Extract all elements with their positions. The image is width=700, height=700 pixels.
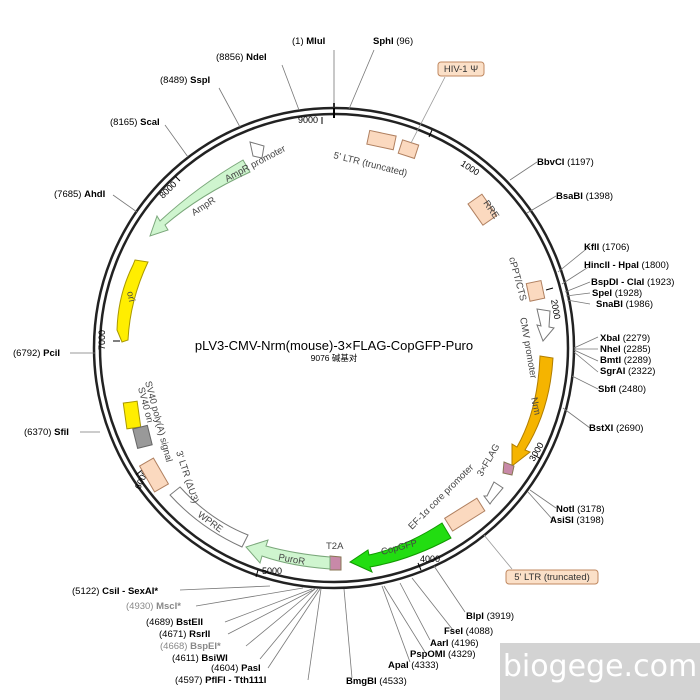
site-aari: AarI (4196) [430, 638, 479, 649]
site-msci: (4930) MscI* [126, 601, 181, 612]
ltr5-callout-box [505, 569, 599, 585]
site-hincii: HincII - HpaI (1800) [584, 260, 669, 271]
site-asisi: AsiSI (3198) [550, 515, 604, 526]
wpre-feature [169, 486, 249, 548]
site-spei: SpeI (1928) [592, 288, 642, 299]
cppt-feature [525, 279, 546, 302]
t2a-label: T2A [326, 541, 344, 552]
site-xbai: XbaI (2279) [600, 333, 650, 344]
ori-label: ori [124, 290, 137, 303]
site-snabi: SnaBI (1986) [596, 299, 653, 310]
ltr5-callout-leader [483, 534, 513, 570]
site-ndei: (8856) NdeI [216, 52, 267, 63]
tick-4000: 4000 [420, 554, 440, 564]
site-bsteii: (4689) BstEII [146, 617, 203, 628]
site-rsrii: (4671) RsrII [159, 629, 210, 640]
cmv-label: CMV promoter [517, 317, 539, 380]
site-ahdi: (7685) AhdI [54, 189, 105, 200]
site-sfii: (6370) SfiI [24, 427, 69, 438]
site-bmti: BmtI (2289) [600, 355, 651, 366]
site-pasi: (4604) PasI [211, 663, 261, 674]
puror-label: PuroR [277, 552, 306, 568]
watermark: biogege.com [500, 643, 700, 700]
site-fsei: FseI (4088) [444, 626, 493, 637]
nrm-arrow [511, 355, 554, 468]
site-scai: (8165) ScaI [110, 117, 160, 128]
ampr-promoter-arrow [249, 141, 265, 159]
hiv-callout-box [437, 61, 485, 77]
site-bspdi: BspDI - ClaI (1923) [591, 277, 674, 288]
hiv-label: HIV-1 Ψ [444, 64, 478, 75]
site-bsiwi: (4611) BsiWI [172, 653, 228, 664]
site-blpi: BlpI (3919) [466, 611, 514, 622]
nrm-label: Nrm [528, 396, 543, 416]
tick-7000: 7000 [97, 330, 107, 350]
site-bspei: (4668) BspEI* [160, 641, 221, 652]
site-pspomi: PspOMI (4329) [410, 649, 475, 660]
site-mlui: (1) MluI [292, 36, 325, 47]
rre-feature [467, 193, 498, 226]
site-noti: NotI (3178) [556, 504, 605, 515]
site-pflfi: (4597) PflFI - Tth111I [175, 675, 266, 686]
site-bmgbi: BmgBI (4533) [346, 676, 407, 687]
site-leaders [70, 49, 599, 681]
ampr-arrow [149, 159, 251, 237]
tick-5000: 5000 [262, 566, 282, 576]
tick-1000: 1000 [459, 158, 481, 177]
site-pcii: (6792) PciI [13, 348, 60, 359]
flag-label: 3×FLAG [475, 442, 502, 478]
ltr5-3prime-feature [443, 497, 486, 532]
site-sspi: (8489) SspI [160, 75, 210, 86]
site-csii: (5122) CsiI - SexAI* [72, 586, 158, 597]
plasmid-size: 9076 碱基对 [311, 353, 358, 363]
ori-feature [116, 259, 149, 343]
site-sbfi: SbfI (2480) [598, 384, 646, 395]
restriction-sites: (1) MluI SphI (96) (8856) NdeI (8489) Ss… [13, 36, 674, 687]
flag-feature [502, 461, 515, 476]
ltr5-callout-label: 5' LTR (truncated) [514, 572, 590, 583]
site-apai: ApaI (4333) [388, 660, 439, 671]
t2a-feature [329, 555, 342, 571]
tick-9000: 9000 [298, 115, 318, 125]
sv40pa-feature [122, 400, 142, 430]
ltr5-feature-a [366, 129, 397, 151]
puror-arrow [245, 539, 331, 570]
sv40ori-feature [132, 424, 153, 450]
ltr3-feature [138, 457, 170, 493]
site-kfli: KflI (1706) [584, 242, 629, 253]
site-bsabi: BsaBI (1398) [556, 191, 613, 202]
cmv-promoter-arrow [536, 308, 555, 342]
ltr5-feature-b [397, 139, 420, 160]
ef1a-arrow [483, 481, 504, 505]
copgfp-arrow [348, 522, 452, 573]
ltr5-label: 5' LTR (truncated) [332, 150, 408, 179]
site-bbvci: BbvCI (1197) [537, 157, 594, 168]
plasmid-title: pLV3-CMV-Nrm(mouse)-3×FLAG-CopGFP-Puro [195, 338, 473, 353]
site-sphi: SphI (96) [373, 36, 413, 47]
tick-2000: 2000 [549, 299, 562, 320]
hiv-leader [410, 76, 446, 144]
cppt-label: cPPT/CTS [506, 256, 528, 302]
tick-marks [113, 117, 554, 578]
site-nhei: NheI (2285) [600, 344, 651, 355]
site-sgrai: SgrAI (2322) [600, 366, 655, 377]
site-bstxi: BstXI (2690) [589, 423, 643, 434]
